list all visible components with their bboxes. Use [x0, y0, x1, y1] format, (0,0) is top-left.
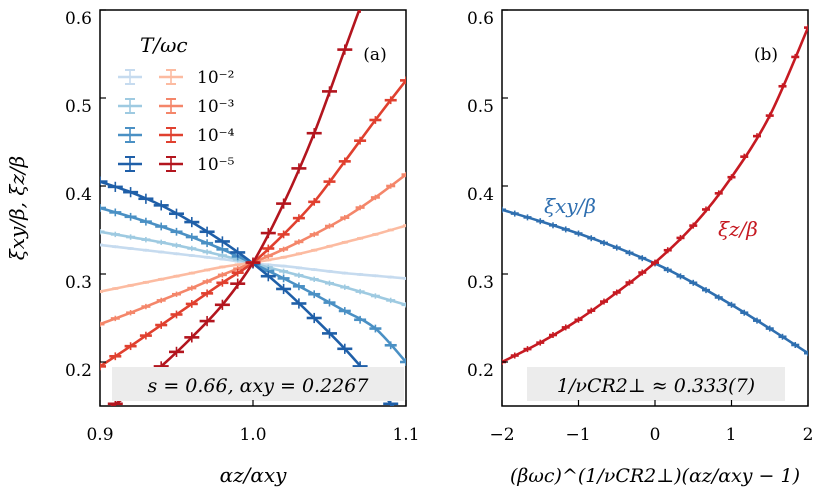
- legend-label-1: 10⁻³: [197, 97, 234, 117]
- curve-label-z: ξz/β: [718, 217, 758, 241]
- a-ytick-3: 0.5: [65, 97, 92, 117]
- panel-a-annotation-bg: [112, 367, 404, 401]
- b-ytick-2: 0.4: [467, 185, 494, 205]
- b-xtick-0: −2: [489, 425, 514, 445]
- b-xtick-2: 0: [650, 425, 661, 445]
- series-line-1-0: [502, 208, 808, 355]
- panel-a-ticks: [99, 9, 407, 406]
- a-xlabel: αz/αxy: [220, 463, 288, 487]
- a-ytick-2: 0.4: [65, 185, 92, 205]
- legend-label-3: 10⁻⁵: [197, 155, 235, 175]
- panel-a-annotation: s = 0.66, αxy = 0.2267: [148, 375, 370, 397]
- a-ytick-4: 0.6: [65, 9, 92, 29]
- legend: 10⁻² 10⁻³ 10⁻⁴ 10⁻⁵: [118, 68, 235, 175]
- b-xtick-4: 2: [803, 425, 814, 445]
- panel-b-annotation-bg: [527, 367, 785, 401]
- panel-b-annotation: 1/νCR2⊥ ≈ 0.333(7): [557, 375, 755, 397]
- panel-b: 1/νCR2⊥ ≈ 0.333(7) (b) ξxy/β ξz/β −2 −1 …: [467, 9, 813, 487]
- a-xtick-0: 0.9: [86, 425, 113, 445]
- panel-a-curves: [100, 10, 406, 406]
- legend-title: T/ωc: [140, 33, 188, 57]
- a-xtick-2: 1.1: [392, 425, 419, 445]
- curve-label-xy: ξxy/β: [544, 194, 596, 218]
- panel-0-plot: [100, 10, 406, 406]
- panel-b-ticks: [501, 9, 809, 406]
- legend-label-2: 10⁻⁴: [197, 126, 235, 146]
- b-ytick-1: 0.3: [467, 273, 494, 293]
- b-xtick-3: 1: [726, 425, 737, 445]
- b-xtick-1: −1: [565, 425, 590, 445]
- b-xlabel: (βωc)^(1/νCR2⊥)(αz/αxy − 1): [510, 465, 800, 487]
- legend-label-0: 10⁻²: [197, 68, 234, 88]
- b-ytick-0: 0.2: [467, 361, 494, 381]
- a-ytick-0: 0.2: [65, 361, 92, 381]
- a-xtick-1: 1.0: [239, 425, 266, 445]
- b-ytick-3: 0.5: [467, 97, 494, 117]
- panel-a-label: (a): [363, 45, 386, 65]
- panel-b-curves: [502, 24, 808, 365]
- panel-a: s = 0.66, αxy = 0.2267 (a) T/ωc 10⁻² 10⁻³…: [5, 9, 420, 487]
- a-ylabel: ξxy/β, ξz/β: [5, 156, 29, 260]
- panel-b-label: (b): [754, 45, 778, 65]
- a-ytick-1: 0.3: [65, 273, 92, 293]
- b-ytick-4: 0.6: [467, 9, 494, 29]
- panel-1-plot: [502, 24, 808, 365]
